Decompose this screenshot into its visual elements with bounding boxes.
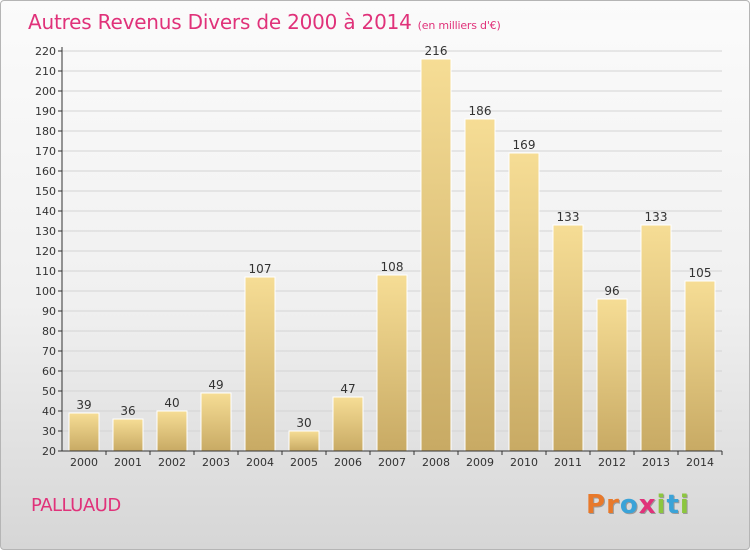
- bar: [640, 224, 672, 452]
- bar: [596, 298, 628, 452]
- y-tick-label: 20: [42, 445, 56, 458]
- data-label: 39: [76, 398, 91, 412]
- y-tick-label: 220: [35, 45, 56, 58]
- bar: [420, 58, 452, 452]
- bar: [68, 412, 100, 452]
- y-tick-label: 100: [35, 285, 56, 298]
- y-tick-label: 70: [42, 345, 56, 358]
- logo-letter: o: [619, 490, 639, 520]
- logo-letter: t: [666, 490, 680, 520]
- data-label: 133: [645, 210, 668, 224]
- y-tick-label: 190: [35, 105, 56, 118]
- data-label: 107: [249, 262, 272, 276]
- y-tick-label: 180: [35, 125, 56, 138]
- data-label: 49: [208, 378, 223, 392]
- data-label: 30: [296, 416, 311, 430]
- bar: [244, 276, 276, 452]
- proxiti-logo: Proxiti: [586, 490, 690, 520]
- y-tick-label: 110: [35, 265, 56, 278]
- x-tick-label: 2002: [158, 456, 186, 469]
- bar: [156, 410, 188, 452]
- bar: [508, 152, 540, 452]
- y-tick-label: 150: [35, 185, 56, 198]
- data-label: 36: [120, 404, 135, 418]
- chart-subtitle: (en milliers d'€): [417, 19, 501, 32]
- y-tick-label: 200: [35, 85, 56, 98]
- x-tick-label: 2006: [334, 456, 362, 469]
- y-tick-label: 90: [42, 305, 56, 318]
- data-label: 169: [513, 138, 536, 152]
- data-label: 216: [425, 44, 448, 58]
- bar: [288, 430, 320, 452]
- y-tick-label: 210: [35, 65, 56, 78]
- commune-name: PALLUAUD: [31, 495, 121, 516]
- x-tick-label: 2011: [554, 456, 582, 469]
- chart-title-text: Autres Revenus Divers de 2000 à 2014: [28, 10, 412, 34]
- data-label: 96: [604, 284, 619, 298]
- y-tick-label: 130: [35, 225, 56, 238]
- data-label: 47: [340, 382, 355, 396]
- axes: 20 30 40 50 60 70 80 90 100 110 120 130 140 150 160 170…: [35, 45, 723, 469]
- data-label: 105: [689, 266, 712, 280]
- x-tick-label: 2004: [246, 456, 274, 469]
- bar: [552, 224, 584, 452]
- y-tick-label: 80: [42, 325, 56, 338]
- data-label: 40: [164, 396, 179, 410]
- x-tick-label: 2001: [114, 456, 142, 469]
- logo-letter: i: [679, 490, 690, 520]
- x-tick-label: 2005: [290, 456, 318, 469]
- bar: [332, 396, 364, 452]
- y-tick-label: 40: [42, 405, 56, 418]
- logo-letter: P: [586, 490, 607, 520]
- x-tick-label: 2009: [466, 456, 494, 469]
- x-tick-label: 2007: [378, 456, 406, 469]
- x-tick-label: 2014: [686, 456, 714, 469]
- bar: [112, 418, 144, 452]
- bar: [684, 280, 716, 452]
- x-tick-label: 2008: [422, 456, 450, 469]
- x-tick-label: 2012: [598, 456, 626, 469]
- logo-letter: x: [638, 490, 657, 520]
- data-label: 186: [469, 104, 492, 118]
- x-tick-label: 2003: [202, 456, 230, 469]
- logo-letter: r: [606, 490, 620, 520]
- bar: [464, 118, 496, 452]
- y-tick-label: 140: [35, 205, 56, 218]
- y-tick-label: 30: [42, 425, 56, 438]
- y-tick-label: 60: [42, 365, 56, 378]
- chart-title: Autres Revenus Divers de 2000 à 2014 (en …: [28, 10, 501, 34]
- data-label: 133: [557, 210, 580, 224]
- bar: [376, 274, 408, 452]
- x-tick-label: 2000: [70, 456, 98, 469]
- logo-letter: i: [656, 490, 667, 520]
- x-tick-label: 2013: [642, 456, 670, 469]
- y-tick-label: 170: [35, 145, 56, 158]
- data-label: 108: [381, 260, 404, 274]
- y-tick-label: 50: [42, 385, 56, 398]
- data-labels: 39 36 40 49 107 30 47 108 216 186 169 133 96 133 105: [76, 44, 711, 430]
- bar: [200, 392, 232, 452]
- bars: [68, 58, 716, 452]
- x-tick-label: 2010: [510, 456, 538, 469]
- y-tick-label: 160: [35, 165, 56, 178]
- y-tick-label: 120: [35, 245, 56, 258]
